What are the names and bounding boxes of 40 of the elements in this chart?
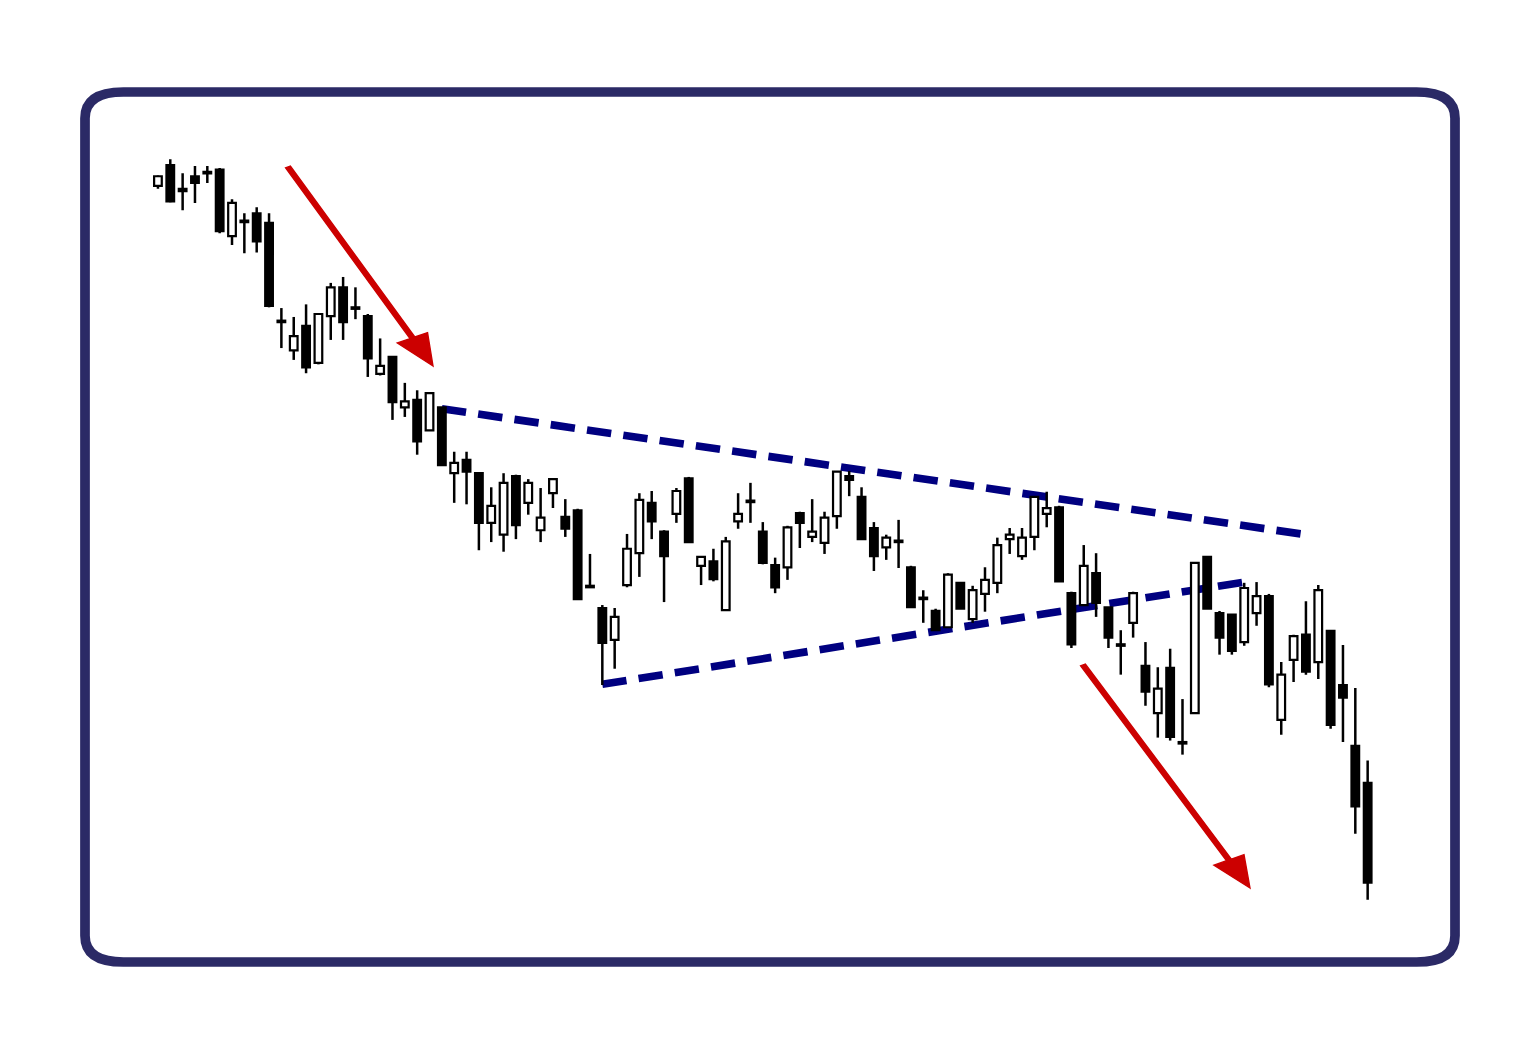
candlestick: [202, 164, 213, 185]
candlestick: [585, 552, 595, 589]
candlestick: [609, 606, 620, 670]
candlestick: [1338, 643, 1348, 744]
candlestick: [1004, 526, 1015, 556]
candlestick: [696, 555, 707, 587]
candlestick: [930, 607, 941, 632]
candlestick: [807, 497, 818, 544]
candlestick: [646, 489, 657, 541]
candlestick: [190, 164, 200, 205]
candlestick: [770, 556, 781, 595]
candlestick: [449, 450, 460, 505]
candlestick: [708, 547, 719, 583]
candlestick: [980, 566, 990, 613]
candlestick: [288, 315, 299, 362]
candlestick: [548, 477, 558, 510]
candlestick: [893, 518, 904, 570]
candlestick: [461, 450, 472, 506]
candlestick: [239, 212, 250, 255]
candlestick: [844, 469, 855, 498]
candlestick: [1017, 526, 1027, 562]
candlestick: [350, 286, 361, 321]
candlestick: [523, 477, 534, 516]
candlestick: [733, 491, 744, 531]
candlestick: [1288, 633, 1299, 684]
candlestick: [1041, 490, 1052, 529]
candlestick: [794, 510, 805, 550]
candlestick: [1251, 580, 1262, 628]
candlestick: [881, 533, 892, 562]
candlestick: [1115, 628, 1126, 676]
candlestick: [177, 172, 188, 212]
candlestick: [535, 486, 546, 544]
candlestick: [671, 486, 682, 525]
candlestick: [276, 306, 287, 350]
candlestick: [1177, 697, 1188, 756]
candlestick: [918, 588, 929, 625]
candlestick: [375, 337, 386, 377]
candlestick: [399, 381, 410, 419]
candlestick: [486, 486, 497, 544]
candlestick: [560, 497, 571, 539]
